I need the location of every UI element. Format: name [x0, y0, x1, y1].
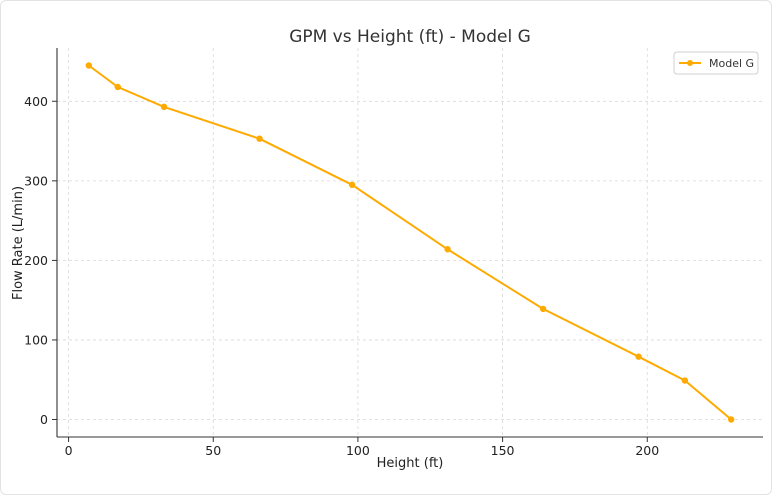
data-point: [348, 181, 356, 189]
data-point: [727, 416, 735, 423]
x-tick-label: 0: [65, 443, 73, 458]
data-point: [160, 103, 168, 111]
y-tick-label: 200: [24, 253, 48, 268]
tick-labels: 0 50 100 150 200 0 100 200 300 400: [24, 94, 659, 458]
data-point: [85, 62, 93, 69]
chart-title: GPM vs Height (ft) - Model G: [289, 27, 531, 47]
grid-lines: [57, 48, 763, 437]
legend-swatch-marker: [687, 60, 693, 66]
x-tick-label: 100: [346, 443, 370, 458]
series-line: [88, 64, 732, 421]
legend: Model G: [673, 51, 759, 75]
data-point: [256, 135, 263, 142]
axes: [52, 48, 763, 442]
y-tick-label: 0: [40, 412, 48, 427]
data-point: [681, 377, 689, 384]
data-point: [114, 83, 121, 91]
x-axis-label: Height (ft): [377, 456, 444, 471]
data-point: [444, 246, 451, 253]
data-point: [635, 353, 642, 360]
y-tick-label: 300: [24, 173, 48, 188]
series-layer: [85, 62, 735, 423]
y-axis-label: Flow Rate (L/min): [11, 186, 26, 300]
y-tick-label: 400: [24, 94, 48, 109]
data-point: [539, 305, 547, 313]
x-tick-label: 50: [205, 443, 221, 458]
legend-label: Model G: [709, 57, 754, 70]
y-tick-label: 100: [24, 332, 48, 347]
x-tick-label: 200: [635, 443, 659, 458]
legend-box: [673, 51, 759, 75]
x-tick-label: 150: [491, 443, 515, 458]
